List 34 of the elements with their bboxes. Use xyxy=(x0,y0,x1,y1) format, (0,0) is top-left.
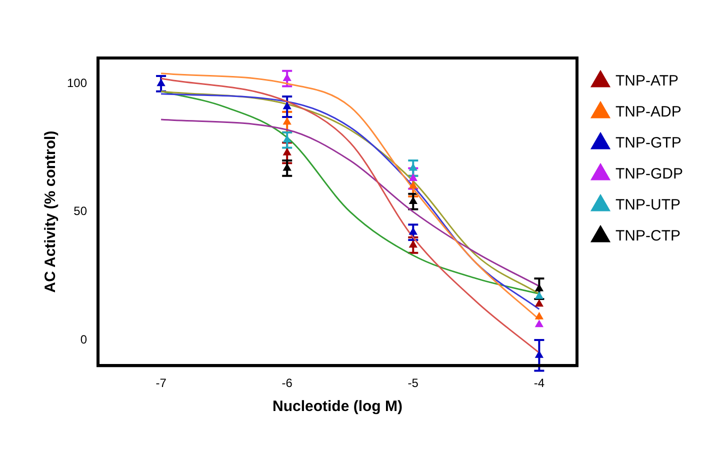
point xyxy=(409,240,418,248)
point xyxy=(409,174,418,181)
point xyxy=(409,182,418,189)
point xyxy=(535,292,544,299)
point xyxy=(157,79,166,86)
point xyxy=(535,350,544,358)
y-tick-label: 50 xyxy=(74,204,88,218)
point xyxy=(535,320,544,328)
point xyxy=(409,164,418,171)
point xyxy=(409,228,418,235)
x-tick-label: -4 xyxy=(534,376,545,390)
point xyxy=(283,118,292,125)
legend-label: TNP-UTP xyxy=(616,196,680,214)
y-tick-label: 0 xyxy=(80,332,88,346)
point xyxy=(409,197,418,204)
point xyxy=(535,284,544,292)
legend-label: TNP-GDP xyxy=(616,166,683,183)
point xyxy=(283,136,292,143)
point xyxy=(283,74,292,82)
point xyxy=(535,312,544,320)
x-tick-label: -7 xyxy=(156,376,167,390)
legend-label: TNP-GTP xyxy=(616,134,682,152)
y-tick-label: 100 xyxy=(66,76,88,90)
legend-label: TNP-ADP xyxy=(616,104,682,121)
x-tick-label: -5 xyxy=(408,376,419,390)
y-axis-title: AC Activity (% control) xyxy=(42,130,60,293)
point xyxy=(535,300,544,307)
point xyxy=(283,102,292,110)
x-axis-title: Nucleotide (log M) xyxy=(272,398,403,416)
point xyxy=(283,148,292,156)
x-tick-label: -6 xyxy=(282,376,293,390)
legend-label: TNP-CTP xyxy=(616,228,680,245)
legend-label: TNP-ATP xyxy=(616,72,679,90)
point xyxy=(283,164,292,171)
